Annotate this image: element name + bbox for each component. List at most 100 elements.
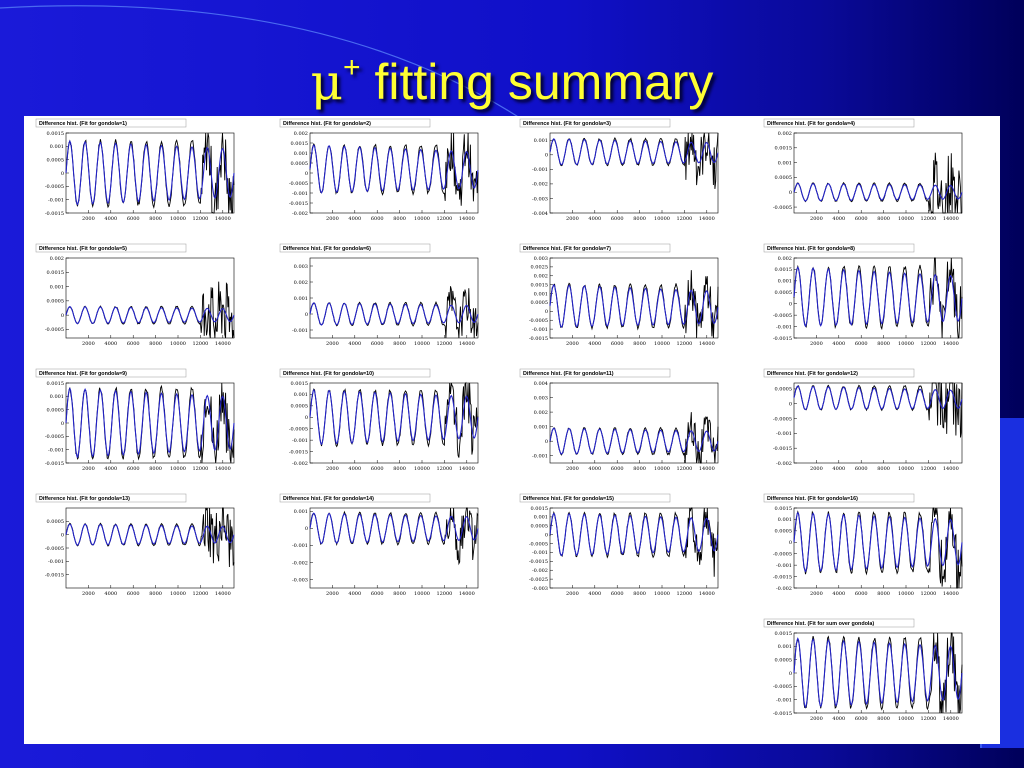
- x-tick-label: 4000: [832, 591, 845, 597]
- y-tick-label: 0.002: [534, 410, 548, 416]
- y-tick-label: 0.0005: [775, 290, 793, 296]
- y-tick-label: 0.0005: [775, 657, 793, 663]
- y-tick-label: 0.0015: [47, 381, 65, 387]
- x-tick-label: 12000: [676, 341, 692, 347]
- title-mu-symbol: μ: [310, 53, 344, 111]
- y-tick-label: 0.0005: [47, 157, 65, 163]
- x-tick-label: 12000: [192, 341, 208, 347]
- y-tick-label: 0: [305, 171, 308, 177]
- fit-series: [549, 138, 719, 166]
- x-tick-label: 2000: [810, 716, 823, 722]
- y-tick-label: 0.0005: [531, 524, 549, 530]
- y-tick-label: -0.0015: [529, 559, 548, 565]
- x-tick-label: 8000: [393, 216, 406, 222]
- y-tick-label: 0.002: [778, 131, 792, 137]
- y-tick-label: 0.0015: [775, 146, 793, 152]
- chart-title: Difference hist. (Fit for gondola=13): [39, 496, 130, 502]
- y-tick-label: -0.0005: [773, 313, 792, 319]
- y-tick-label: -0.0015: [529, 336, 548, 342]
- chart-2: Difference hist. (Fit for gondola=2) 0.00…: [279, 118, 479, 222]
- x-tick-label: 6000: [127, 341, 140, 347]
- fit-series: [549, 283, 719, 329]
- y-tick-label: -0.0005: [529, 541, 548, 547]
- y-tick-label: -0.001: [292, 191, 308, 197]
- y-tick-label: 0.0005: [291, 161, 309, 167]
- fit-series: [309, 302, 479, 326]
- x-tick-label: 8000: [633, 341, 646, 347]
- y-tick-label: -0.001: [292, 543, 308, 549]
- x-tick-label: 12000: [920, 341, 936, 347]
- x-tick-label: 14000: [215, 466, 231, 472]
- y-tick-label: 0.002: [778, 256, 792, 262]
- x-tick-label: 12000: [436, 341, 452, 347]
- y-tick-label: 0.001: [294, 392, 308, 398]
- x-tick-label: 14000: [943, 466, 959, 472]
- y-tick-label: 0.0015: [775, 267, 793, 273]
- x-tick-label: 14000: [459, 466, 475, 472]
- x-tick-label: 2000: [810, 466, 823, 472]
- y-tick-label: 0: [789, 302, 792, 308]
- x-tick-label: 14000: [699, 341, 715, 347]
- x-tick-label: 10000: [170, 216, 186, 222]
- fit-series: [549, 427, 719, 455]
- x-tick-label: 8000: [393, 591, 406, 597]
- y-tick-label: 0.0025: [531, 265, 549, 271]
- x-tick-label: 12000: [920, 716, 936, 722]
- y-tick-label: -0.0025: [529, 577, 548, 583]
- y-tick-label: -0.0005: [45, 184, 64, 190]
- y-tick-label: -0.0005: [773, 684, 792, 690]
- x-tick-label: 14000: [215, 216, 231, 222]
- title-text: fitting summary: [360, 54, 714, 110]
- y-tick-label: -0.001: [532, 167, 548, 173]
- background-arc: [0, 5, 521, 119]
- chart-7: Difference hist. (Fit for gondola=7) 0.00…: [519, 243, 719, 347]
- y-tick-label: 0.0015: [47, 270, 65, 276]
- chart-title: Difference hist. (Fit for gondola=14): [283, 496, 374, 502]
- x-tick-label: 4000: [832, 466, 845, 472]
- x-tick-label: 8000: [149, 466, 162, 472]
- y-tick-label: 0.0015: [775, 631, 793, 637]
- x-tick-label: 2000: [82, 591, 95, 597]
- x-tick-label: 6000: [371, 341, 384, 347]
- x-tick-label: 8000: [393, 466, 406, 472]
- chart-title: Difference hist. (Fit for gondola=15): [523, 496, 614, 502]
- y-tick-label: -0.001: [48, 447, 64, 453]
- y-tick-label: 0.001: [778, 517, 792, 523]
- chart-title-box: [279, 493, 431, 503]
- y-tick-label: -0.001: [776, 324, 792, 330]
- x-tick-label: 4000: [832, 716, 845, 722]
- y-tick-label: -0.0005: [289, 181, 308, 187]
- x-tick-label: 12000: [676, 216, 692, 222]
- chart-12: Difference hist. (Fit for gondola=12) 0.0…: [763, 368, 963, 472]
- y-tick-label: -0.0015: [45, 211, 64, 217]
- plots-grid: Difference hist. (Fit for gondola=1) 0.00…: [35, 118, 963, 722]
- y-tick-label: 0: [545, 439, 548, 445]
- y-tick-label: 0.003: [534, 395, 548, 401]
- y-tick-label: 0.0015: [531, 506, 549, 512]
- x-tick-label: 6000: [127, 591, 140, 597]
- y-tick-label: 0.004: [534, 381, 548, 387]
- x-tick-label: 2000: [566, 216, 579, 222]
- y-tick-label: 0.001: [534, 138, 548, 144]
- x-tick-label: 6000: [855, 591, 868, 597]
- x-tick-label: 2000: [82, 466, 95, 472]
- x-tick-label: 6000: [127, 466, 140, 472]
- chart-title: Difference hist. (Fit for gondola=16): [767, 496, 858, 502]
- x-tick-label: 6000: [611, 591, 624, 597]
- chart-14: Difference hist. (Fit for gondola=14) 0.0…: [279, 493, 479, 597]
- x-tick-label: 2000: [810, 591, 823, 597]
- x-tick-label: 4000: [348, 216, 361, 222]
- fit-series: [65, 387, 235, 459]
- y-tick-label: -0.001: [776, 431, 792, 437]
- chart-title-box: [763, 243, 915, 253]
- y-tick-label: -0.003: [532, 196, 548, 202]
- chart-title: Difference hist. (Fit for gondola=1): [39, 121, 127, 127]
- y-tick-label: -0.001: [776, 563, 792, 569]
- chart-title: Difference hist. (Fit for gondola=11): [523, 371, 614, 377]
- x-tick-label: 10000: [898, 466, 914, 472]
- x-tick-label: 14000: [943, 216, 959, 222]
- y-tick-label: -0.0015: [773, 711, 792, 717]
- x-tick-label: 2000: [326, 466, 339, 472]
- x-tick-label: 4000: [348, 591, 361, 597]
- x-tick-label: 8000: [877, 716, 890, 722]
